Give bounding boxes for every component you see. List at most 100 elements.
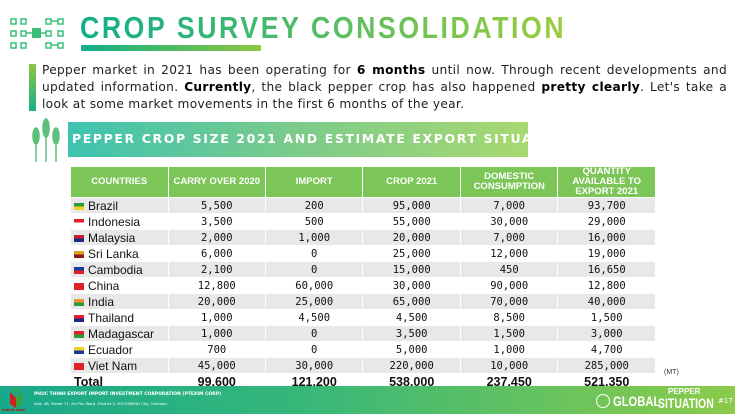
column-header: QUANTITY AVAILABLE TO EXPORT 2021 xyxy=(557,166,656,198)
value-cell: 20,000 xyxy=(167,293,266,310)
table-row: Thailand 1,000 4,500 4,500 8,500 1,500 xyxy=(70,309,656,326)
value-cell: 25,000 xyxy=(362,245,461,262)
flag-icon xyxy=(74,314,84,322)
country-cell: Brazil xyxy=(70,197,169,214)
flag-icon xyxy=(74,346,84,354)
value-cell: 60,000 xyxy=(264,277,364,294)
value-cell: 450 xyxy=(459,261,559,278)
company-logo xyxy=(10,388,22,408)
country-cell: Thailand xyxy=(70,309,169,326)
value-cell: 6,000 xyxy=(167,245,266,262)
intro-paragraph: Pepper market in 2021 has been operating… xyxy=(42,62,727,113)
value-cell: 0 xyxy=(264,245,364,262)
value-cell: 285,000 xyxy=(557,357,656,374)
value-cell: 95,000 xyxy=(362,197,461,214)
value-cell: 3,500 xyxy=(167,213,266,230)
value-cell: 1,000 xyxy=(167,309,266,326)
country-cell: Cambodia xyxy=(70,261,169,278)
country-name: Viet Nam xyxy=(88,358,138,373)
value-cell: 2,000 xyxy=(167,229,266,246)
table-row: Madagascar 1,000 0 3,500 1,500 3,000 xyxy=(70,325,656,342)
flag-icon xyxy=(74,282,84,290)
brand-global: GLOBAL xyxy=(613,393,661,409)
value-cell: 15,000 xyxy=(362,261,461,278)
table-row: Malaysia 2,000 1,000 20,000 7,000 16,000 xyxy=(70,229,656,246)
flag-icon xyxy=(74,330,84,338)
value-cell: 4,500 xyxy=(264,309,364,326)
value-cell: 700 xyxy=(167,341,266,358)
accent-bar xyxy=(29,64,36,111)
flag-icon xyxy=(74,298,84,306)
country-cell: India xyxy=(70,293,169,310)
wheat-icon xyxy=(32,118,60,162)
table-row: Ecuador 700 0 5,000 1,000 4,700 xyxy=(70,341,656,358)
flag-icon xyxy=(74,218,84,226)
value-cell: 25,000 xyxy=(264,293,364,310)
value-cell: 4,500 xyxy=(362,309,461,326)
column-header: IMPORT xyxy=(264,166,364,198)
company-address: Add: 48, Street 17, An Phu Ward, Distric… xyxy=(34,401,169,406)
globe-icon xyxy=(596,394,610,408)
country-cell: Indonesia xyxy=(70,213,169,230)
column-header: COUNTRIES xyxy=(70,166,169,198)
table-row: Sri Lanka 6,000 0 25,000 12,000 19,000 xyxy=(70,245,656,262)
value-cell: 90,000 xyxy=(459,277,559,294)
total-row: Total 99,600 121,200 538,000 237,450 521,350 xyxy=(70,373,656,390)
value-cell: 3,500 xyxy=(362,325,461,342)
unit-label: (MT) xyxy=(664,369,679,376)
value-cell: 10,000 xyxy=(459,357,559,374)
value-cell: 4,700 xyxy=(557,341,656,358)
value-cell: 29,000 xyxy=(557,213,656,230)
total-label: Total xyxy=(70,373,169,390)
country-cell: China xyxy=(70,277,169,294)
network-diagram-icon xyxy=(10,18,64,49)
value-cell: 1,500 xyxy=(557,309,656,326)
intro-bold: pretty clearly xyxy=(541,80,641,94)
value-cell: 2,100 xyxy=(167,261,266,278)
value-cell: 0 xyxy=(264,341,364,358)
crop-table: COUNTRIES CARRY OVER 2020 IMPORT CROP 2021 D… xyxy=(70,166,656,390)
intro-text: Pepper market in 2021 has been operating… xyxy=(42,63,357,77)
value-cell: 5,500 xyxy=(167,197,266,214)
country-cell: Ecuador xyxy=(70,341,169,358)
brand-pepper: PEPPER xyxy=(668,387,701,396)
value-cell: 16,650 xyxy=(557,261,656,278)
value-cell: 20,000 xyxy=(362,229,461,246)
table-row: Indonesia 3,500 500 55,000 30,000 29,000 xyxy=(70,213,656,230)
value-cell: 3,000 xyxy=(557,325,656,342)
value-cell: 30,000 xyxy=(459,213,559,230)
value-cell: 65,000 xyxy=(362,293,461,310)
value-cell: 55,000 xyxy=(362,213,461,230)
intro-bold: Currently xyxy=(184,80,252,94)
column-header: CROP 2021 xyxy=(362,166,461,198)
value-cell: 19,000 xyxy=(557,245,656,262)
flag-icon xyxy=(74,250,84,258)
country-name: Malaysia xyxy=(88,230,136,245)
value-cell: 8,500 xyxy=(459,309,559,326)
footer: PTEXIM CORP PHUC THINH EXPORT IMPORT INV… xyxy=(0,386,735,414)
country-cell: Madagascar xyxy=(70,325,169,342)
value-cell: 500 xyxy=(264,213,364,230)
flag-icon xyxy=(74,266,84,274)
value-cell: 1,000 xyxy=(167,325,266,342)
value-cell: 1,000 xyxy=(264,229,364,246)
total-cell: 521,350 xyxy=(557,373,656,390)
value-cell: 7,000 xyxy=(459,197,559,214)
value-cell: 16,000 xyxy=(557,229,656,246)
column-header: DOMESTIC CONSUMPTION xyxy=(459,166,559,198)
value-cell: 7,000 xyxy=(459,229,559,246)
value-cell: 200 xyxy=(264,197,364,214)
flag-icon xyxy=(74,202,84,210)
country-name: Indonesia xyxy=(88,214,141,229)
country-name: Brazil xyxy=(88,198,119,213)
value-cell: 0 xyxy=(264,261,364,278)
value-cell: 5,000 xyxy=(362,341,461,358)
value-cell: 12,800 xyxy=(167,277,266,294)
flag-icon xyxy=(74,362,84,370)
section-banner: PEPPER CROP SIZE 2021 AND ESTIMATE EXPOR… xyxy=(68,122,571,157)
value-cell: 30,000 xyxy=(362,277,461,294)
value-cell: 30,000 xyxy=(264,357,364,374)
value-cell: 1,500 xyxy=(459,325,559,342)
value-cell: 12,000 xyxy=(459,245,559,262)
company-name: PHUC THINH EXPORT IMPORT INVESTMENT CORP… xyxy=(34,392,222,397)
